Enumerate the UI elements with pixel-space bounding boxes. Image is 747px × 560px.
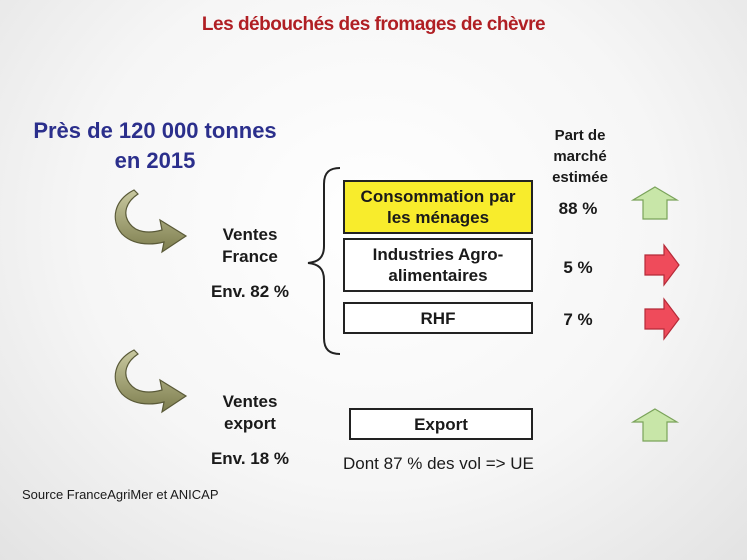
ventes-export-line-1: Ventes	[222, 392, 278, 411]
ventes-export-label: Ventes export	[195, 391, 305, 435]
ventes-export-share: Env. 18 %	[210, 449, 290, 468]
channel-share-consommation: 88 %	[558, 199, 598, 218]
market-share-header-line-3: estimée	[552, 169, 608, 186]
brace-icon	[307, 167, 341, 355]
channel-consommation-line-1: Consommation par	[360, 187, 516, 206]
market-share-header-line-2: marché	[553, 148, 607, 165]
channel-industries-line-2: alimentaires	[388, 266, 488, 285]
channel-consommation-line-2: les ménages	[386, 208, 490, 227]
channel-share-rhf: 7 %	[563, 310, 593, 329]
channel-box-consommation: Consommation par les ménages	[343, 180, 533, 234]
ventes-export-line-2: export	[224, 414, 276, 433]
export-note: Dont 87 % des vol => UE	[343, 454, 534, 473]
slide-title: Les débouchés des fromages de chèvre	[201, 14, 546, 35]
arrow-right-icon	[644, 243, 680, 287]
market-share-header-line-1: Part de	[554, 127, 606, 144]
source-caption: Source FranceAgriMer et ANICAP	[22, 487, 219, 502]
channel-industries-line-1: Industries Agro-	[372, 245, 504, 264]
arrow-right-icon	[644, 297, 680, 341]
headline-line-1: Près de 120 000 tonnes	[33, 118, 277, 143]
channel-box-rhf: RHF	[343, 302, 533, 334]
ventes-france-line-1: Ventes	[222, 225, 278, 244]
ventes-france-label: Ventes France	[195, 224, 305, 268]
export-box: Export	[349, 408, 533, 440]
curved-arrow-icon	[114, 349, 188, 414]
ventes-france-line-2: France	[222, 247, 278, 266]
channel-box-industries: Industries Agro- alimentaires	[343, 238, 533, 292]
market-share-header: Part de marché estimée	[530, 125, 630, 188]
headline: Près de 120 000 tonnes en 2015	[10, 116, 300, 176]
channel-share-industries: 5 %	[563, 258, 593, 277]
curved-arrow-icon	[114, 189, 188, 254]
headline-line-2: en 2015	[114, 148, 196, 173]
ventes-france-share: Env. 82 %	[210, 282, 290, 301]
arrow-up-icon	[630, 408, 680, 442]
arrow-up-icon	[630, 186, 680, 220]
